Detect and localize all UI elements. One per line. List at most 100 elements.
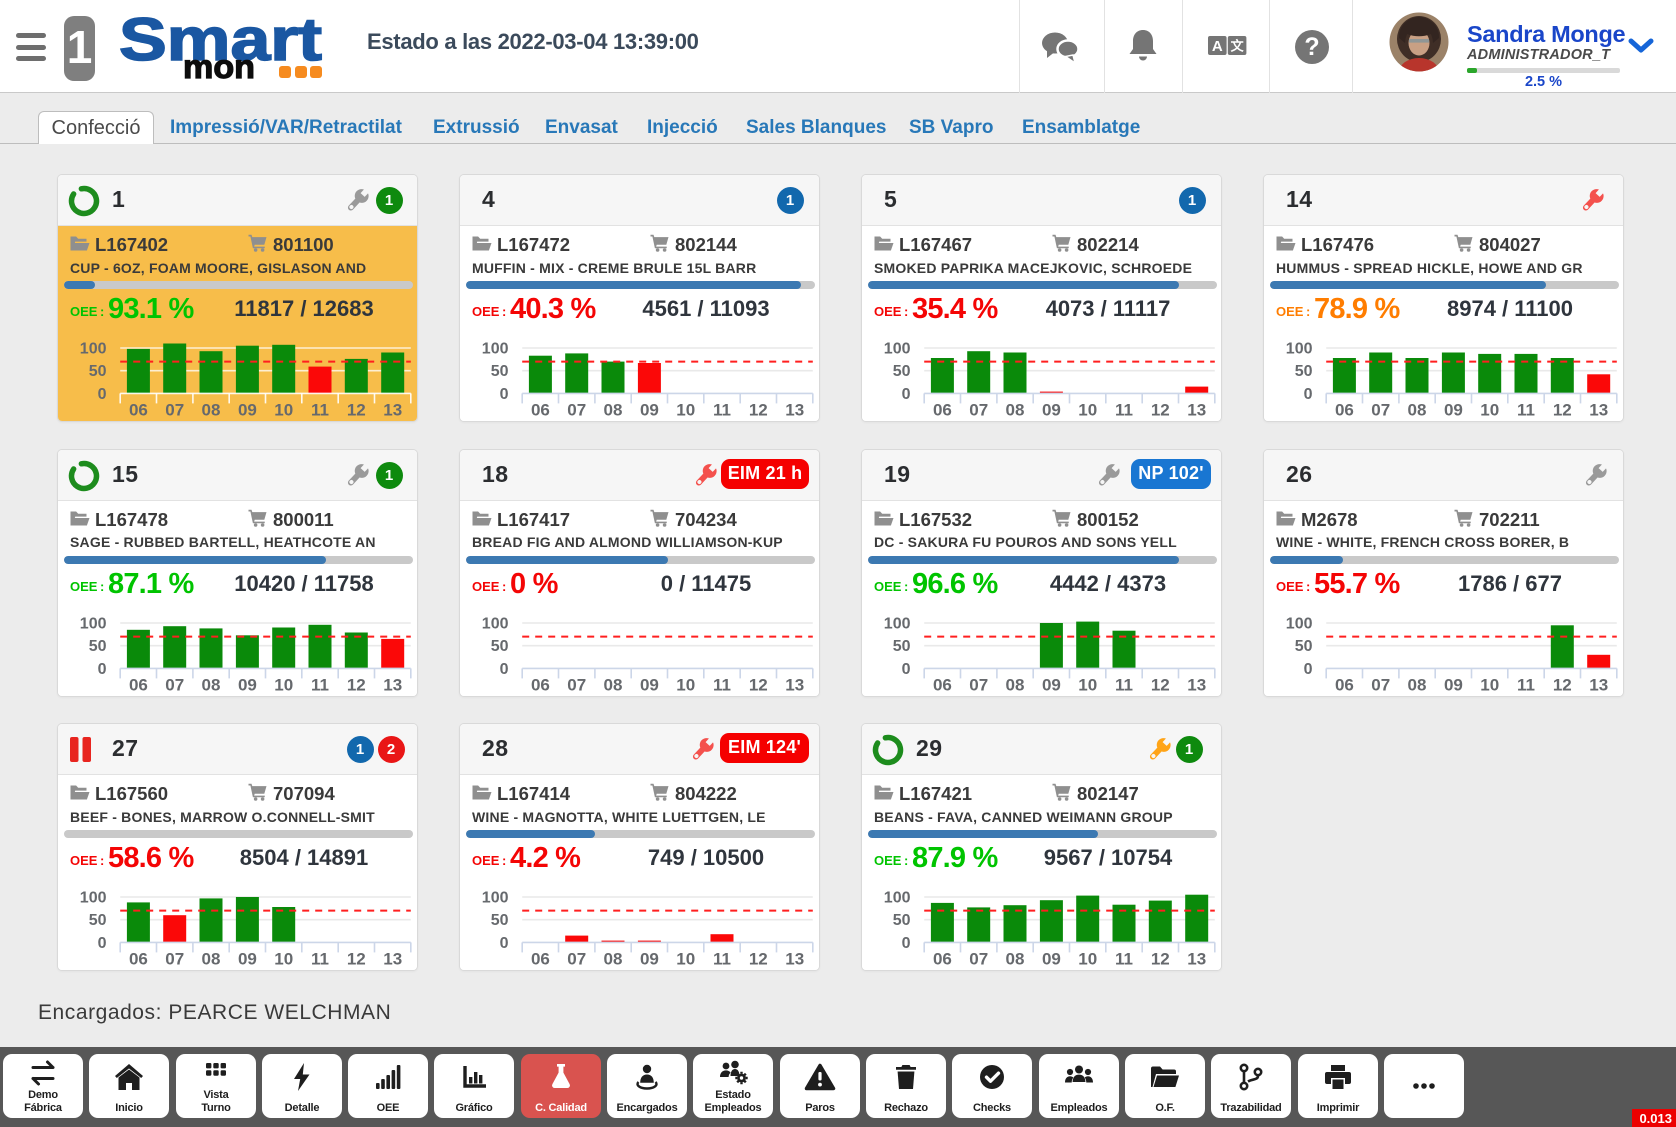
svg-text:50: 50 [1295,638,1313,655]
svg-text:12: 12 [749,401,768,420]
svg-text:11: 11 [1115,675,1133,694]
svg-text:0: 0 [98,386,107,403]
svg-text:10: 10 [1480,401,1499,420]
svg-text:08: 08 [604,950,623,969]
svg-text:11: 11 [311,675,329,694]
svg-text:09: 09 [640,950,659,969]
svg-text:08: 08 [1408,401,1427,420]
svg-text:06: 06 [129,675,148,694]
svg-text:12: 12 [749,675,768,694]
svg-text:12: 12 [347,950,366,969]
svg-text:50: 50 [89,638,107,655]
svg-text:06: 06 [129,401,148,420]
svg-text:06: 06 [933,401,952,420]
svg-text:10: 10 [1078,401,1097,420]
svg-text:07: 07 [1371,675,1390,694]
svg-text:12: 12 [749,950,768,969]
svg-text:50: 50 [491,363,509,380]
svg-text:11: 11 [713,675,731,694]
svg-text:11: 11 [1517,675,1535,694]
svg-text:50: 50 [1295,363,1313,380]
svg-text:50: 50 [89,363,107,380]
svg-text:09: 09 [238,675,257,694]
svg-text:11: 11 [713,401,731,420]
svg-text:10: 10 [274,950,293,969]
svg-text:08: 08 [1408,675,1427,694]
svg-text:0: 0 [902,386,911,403]
svg-text:A: A [1212,38,1223,55]
svg-text:13: 13 [1187,675,1206,694]
svg-text:11: 11 [311,401,329,420]
svg-text:0: 0 [902,935,911,952]
svg-text:100: 100 [1286,341,1313,358]
svg-text:0: 0 [500,386,509,403]
svg-text:?: ? [1304,33,1319,61]
svg-text:100: 100 [884,890,911,907]
svg-text:11: 11 [311,950,329,969]
svg-text:0: 0 [1304,660,1313,677]
svg-text:0: 0 [98,935,107,952]
svg-text:50: 50 [89,912,107,929]
svg-text:09: 09 [640,401,659,420]
svg-text:06: 06 [531,401,550,420]
svg-text:50: 50 [491,638,509,655]
svg-text:07: 07 [165,950,184,969]
svg-text:100: 100 [884,341,911,358]
svg-text:09: 09 [1444,675,1463,694]
svg-text:09: 09 [1042,675,1061,694]
svg-text:09: 09 [238,401,257,420]
svg-text:100: 100 [482,341,509,358]
svg-text:12: 12 [1151,401,1170,420]
svg-text:13: 13 [383,401,402,420]
svg-text:13: 13 [785,950,804,969]
svg-text:10: 10 [274,401,293,420]
svg-text:0: 0 [98,660,107,677]
svg-text:mon: mon [183,48,255,85]
svg-text:08: 08 [1006,675,1025,694]
svg-text:12: 12 [347,401,366,420]
svg-text:13: 13 [1589,401,1608,420]
svg-text:08: 08 [1006,401,1025,420]
svg-text:11: 11 [1115,950,1133,969]
svg-text:13: 13 [383,675,402,694]
svg-text:08: 08 [1006,950,1025,969]
svg-text:12: 12 [1553,675,1572,694]
svg-text:13: 13 [785,401,804,420]
svg-text:06: 06 [531,950,550,969]
svg-text:13: 13 [1187,401,1206,420]
svg-text:13: 13 [1187,950,1206,969]
svg-text:09: 09 [1444,401,1463,420]
svg-text:100: 100 [1286,615,1313,632]
svg-text:13: 13 [383,950,402,969]
svg-text:08: 08 [202,950,221,969]
svg-text:07: 07 [969,401,988,420]
svg-text:11: 11 [713,950,731,969]
svg-text:07: 07 [969,950,988,969]
svg-text:06: 06 [1335,401,1354,420]
svg-text:50: 50 [491,912,509,929]
svg-text:0: 0 [500,935,509,952]
svg-text:07: 07 [969,675,988,694]
svg-text:13: 13 [1589,675,1608,694]
svg-text:07: 07 [567,675,586,694]
svg-text:09: 09 [1042,401,1061,420]
svg-text:10: 10 [1078,950,1097,969]
svg-text:06: 06 [1335,675,1354,694]
svg-text:12: 12 [1151,675,1170,694]
svg-text:06: 06 [129,950,148,969]
svg-text:0: 0 [1304,386,1313,403]
svg-text:10: 10 [1078,675,1097,694]
svg-text:0: 0 [500,660,509,677]
svg-text:08: 08 [202,401,221,420]
svg-text:13: 13 [785,675,804,694]
svg-text:100: 100 [482,615,509,632]
svg-text:12: 12 [1151,950,1170,969]
svg-text:06: 06 [531,675,550,694]
svg-text:50: 50 [893,638,911,655]
svg-text:06: 06 [933,950,952,969]
svg-text:07: 07 [567,950,586,969]
svg-text:Smart: Smart [119,6,322,73]
svg-text:07: 07 [1371,401,1390,420]
svg-text:11: 11 [1517,401,1535,420]
svg-text:100: 100 [80,890,107,907]
